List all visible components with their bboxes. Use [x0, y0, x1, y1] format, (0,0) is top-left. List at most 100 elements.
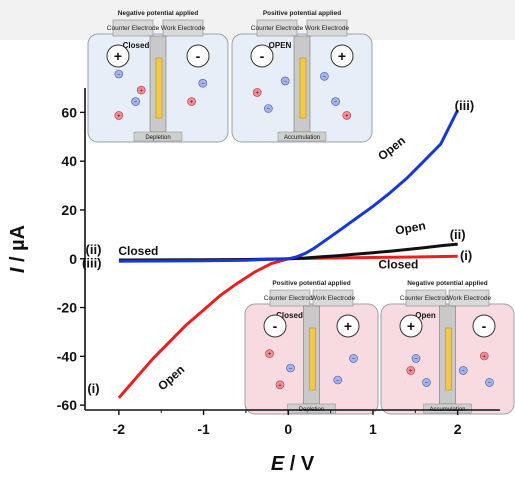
x-tick-label: 2 — [454, 421, 462, 437]
inset-footer-label: Depletion — [145, 135, 170, 141]
ion-charge-symbol: + — [345, 113, 348, 119]
ion-charge-symbol: − — [323, 74, 326, 80]
counter-electrode-label: Counter Electrode — [400, 295, 453, 302]
work-electrode-box — [306, 19, 348, 37]
axes: -60 -40 -20 0 20 40 60 -2 -1 0 1 2 E / V I / µA — [7, 88, 500, 475]
ion-charge-symbol: + — [190, 100, 193, 106]
counter-electrode-sign — [106, 44, 130, 68]
inset-potential-label: Positive potential applied — [263, 10, 341, 17]
inset-state-label: Closed — [276, 311, 303, 320]
counter-electrode-box — [405, 289, 447, 307]
work-electrode-sign — [472, 314, 496, 338]
work-electrode-box — [448, 289, 490, 307]
inset-diagrams: Negative potential applied Counter Electr… — [87, 10, 515, 415]
ion-charge-symbol: − — [352, 356, 355, 362]
curve-id-label: (ii) — [86, 242, 102, 257]
counter-electrode-sign — [263, 314, 287, 338]
anion-icon — [422, 378, 431, 387]
gate-layer — [309, 327, 316, 391]
work-electrode-box — [162, 19, 204, 37]
electrode-sign-symbol: - — [482, 318, 487, 334]
curve-id-label: (iii) — [82, 255, 102, 270]
ion-charge-symbol: − — [334, 100, 337, 106]
curve-id-label: (ii) — [450, 227, 466, 242]
y-tick-label: 0 — [69, 251, 77, 267]
anion-icon — [333, 375, 343, 385]
inset-state-label: OPEN — [269, 41, 292, 50]
ion-charge-symbol: + — [278, 383, 281, 389]
ion-charge-symbol: − — [488, 380, 491, 386]
inset-top-right: Positive potential applied Counter Electr… — [231, 10, 373, 143]
x-tick-label: -1 — [197, 421, 210, 437]
anion-icon — [331, 97, 340, 106]
counter-electrode-box — [256, 19, 298, 37]
series-line-3 — [118, 109, 460, 263]
cation-icon — [479, 351, 489, 361]
inset-footer-box — [287, 403, 336, 414]
anion-icon — [280, 76, 290, 86]
anion-icon — [131, 97, 140, 106]
x-tick-label: -2 — [113, 421, 126, 437]
inset-footer-label: Accumulation — [284, 135, 320, 141]
y-tick-label: -40 — [57, 348, 77, 364]
anion-icon — [349, 354, 358, 363]
work-electrode-label: Work Electrode — [161, 25, 206, 32]
counter-electrode-label: Counter Electrode — [107, 25, 160, 32]
cation-icon — [406, 366, 416, 375]
counter-electrode-box — [269, 289, 311, 307]
inset-footer-box — [277, 131, 327, 142]
y-tick-label: -20 — [57, 300, 77, 316]
ion-charge-symbol: + — [256, 90, 259, 96]
inset-potential-label: Negative potential applied — [407, 280, 488, 287]
gate-layer — [299, 57, 307, 119]
electrode-sign-symbol: + — [344, 318, 352, 334]
anion-icon — [458, 366, 468, 375]
x-tick-label: 1 — [369, 421, 377, 437]
electrode-sign-symbol: + — [338, 48, 346, 64]
counter-electrode-box — [112, 19, 154, 37]
ion-charge-symbol: − — [462, 368, 465, 374]
series — [117, 109, 460, 399]
cation-icon — [114, 111, 124, 120]
work-electrode-sign — [330, 44, 354, 68]
y-axis-title: I / µA — [7, 225, 29, 273]
inset-footer-box — [133, 131, 183, 142]
y-tick-label: -60 — [57, 397, 77, 413]
ion-charge-symbol: + — [117, 113, 120, 119]
counter-electrode-label: Counter Electrode — [264, 295, 317, 302]
work-electrode-sign — [186, 44, 210, 68]
x-tick-label: 0 — [284, 421, 292, 437]
ion-charge-symbol: − — [201, 81, 204, 87]
electrode-sign-symbol: - — [273, 318, 278, 334]
gate-layer — [155, 57, 163, 119]
anion-icon — [198, 78, 208, 88]
state-label: Closed — [118, 244, 158, 258]
cation-icon — [187, 97, 196, 106]
ion-charge-symbol: − — [425, 380, 428, 386]
inset-top-left: Negative potential applied Counter Electr… — [87, 10, 229, 143]
inset-footer-box — [423, 403, 472, 414]
series-line-1 — [117, 254, 458, 399]
ion-charge-symbol: − — [284, 79, 287, 85]
cation-icon — [252, 88, 262, 97]
counter-electrode-sign — [250, 44, 274, 68]
anion-icon — [485, 378, 494, 387]
electrode-sign-symbol: + — [407, 318, 415, 334]
state-label: Open — [394, 218, 427, 237]
counter-electrode-sign — [399, 314, 423, 338]
ion-charge-symbol: + — [140, 88, 143, 94]
y-tick-label: 60 — [61, 104, 77, 120]
anion-icon — [320, 72, 329, 81]
anion-icon — [264, 104, 273, 113]
work-electrode-label: Work Electrode — [447, 295, 492, 302]
inset-potential-label: Positive potential applied — [272, 280, 350, 287]
ion-charge-symbol: − — [414, 356, 417, 362]
cation-icon — [136, 85, 146, 95]
curve-id-label: (i) — [460, 248, 472, 263]
inset-state-label: Closed — [123, 41, 150, 50]
y-tick-label: 40 — [61, 153, 77, 169]
inset-bottom-left: Positive potential applied Counter Electr… — [244, 280, 379, 415]
cation-icon — [265, 349, 274, 358]
ion-charge-symbol: − — [289, 366, 292, 372]
